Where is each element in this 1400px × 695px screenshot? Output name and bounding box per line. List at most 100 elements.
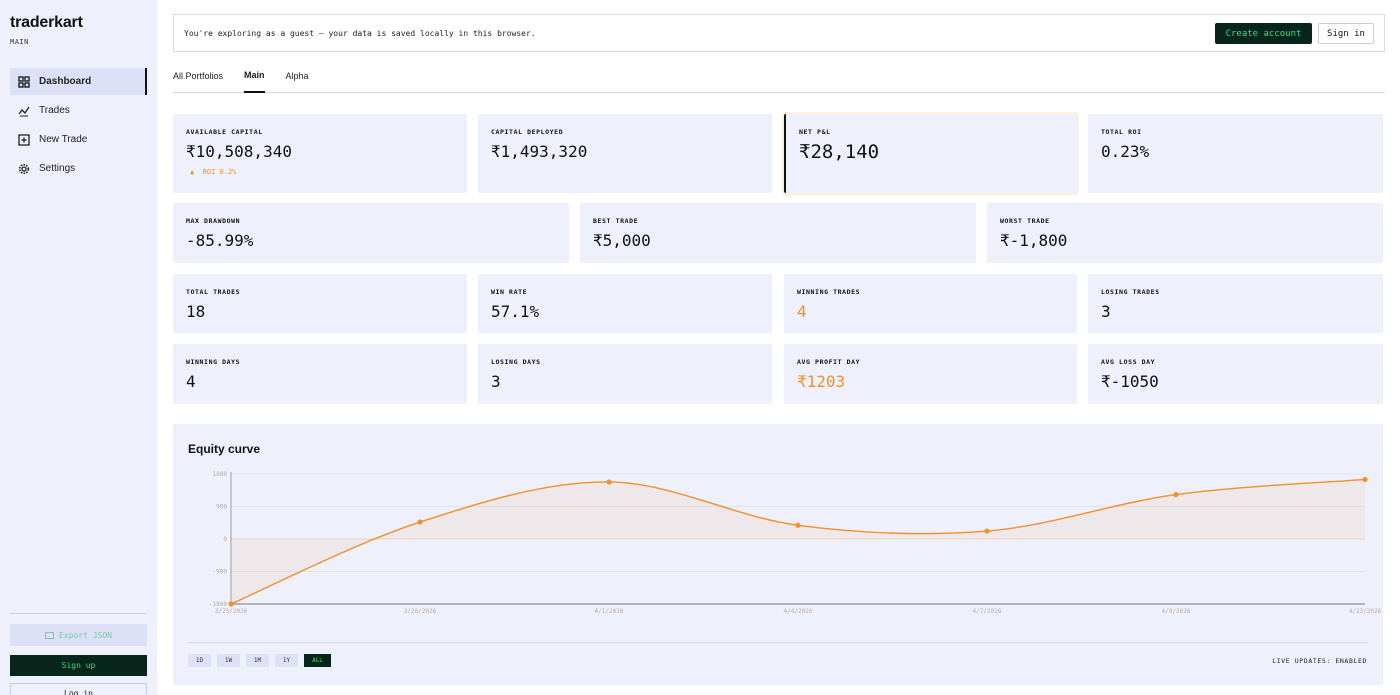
gear-icon [18,163,30,175]
sidebar-item-label: Settings [39,163,76,174]
equity-point [984,528,990,534]
equity-area [231,479,1365,604]
range-button-all[interactable]: ALL [304,654,331,667]
guest-banner: You're exploring as a guest — your data … [173,14,1385,52]
sign-up-button[interactable]: Sign up [10,655,147,676]
stat-card-winning-trades: WINNING TRADES 4 [784,274,1077,333]
stat-card-total-roi: TOTAL ROI 0.23% [1088,114,1383,193]
stat-card-net-pnl: NET P&L ₹28,140 [784,114,1077,193]
trend-icon [18,105,30,117]
sidebar-item-new-trade[interactable]: New Trade [10,126,147,153]
stat-card-losing-days: LOSING DAYS 3 [478,344,772,404]
sidebar-item-label: Trades [39,105,70,116]
live-updates-status: LIVE UPDATES: ENABLED [1272,657,1367,665]
tab-alpha[interactable]: Alpha [285,70,309,81]
stat-value: 3 [491,372,501,391]
stat-value: ₹1,493,320 [491,142,588,161]
stat-label: AVG PROFIT DAY [797,358,861,366]
stat-label: WINNING DAYS [186,358,241,366]
roi-text: ROI 0.2% [202,168,237,176]
stat-label: TOTAL ROI [1101,128,1142,136]
tab-main[interactable]: Main [244,64,265,93]
equity-point [1362,476,1368,483]
stat-value: 0.23% [1101,142,1150,161]
stat-card-available-capital: AVAILABLE CAPITAL ₹10,508,340 ▲ ROI 0.2% [173,114,467,193]
stat-label: LOSING TRADES [1101,288,1160,296]
sidebar-item-settings[interactable]: Settings [10,155,147,182]
equity-point [795,522,801,528]
portfolio-tabs: All Portfolios Main Alpha [173,64,1385,93]
stat-label: AVAILABLE CAPITAL [186,128,263,136]
stat-card-total-trades: TOTAL TRADES 18 [173,274,467,333]
export-json-label: Export JSON [59,630,112,640]
stat-value: -85.99% [186,231,254,250]
chart-divider [188,642,1368,643]
sidebar: traderkart MAIN Dashboard Trades New Tra… [0,0,157,695]
export-icon [45,631,54,639]
export-json-button[interactable]: Export JSON [10,624,147,646]
sidebar-item-trades[interactable]: Trades [10,97,147,124]
stat-card-best-trade: BEST TRADE ₹5,000 [580,203,976,263]
stat-value: ₹28,140 [799,141,880,163]
stat-label: MAX DRAWDOWN [186,217,241,225]
log-in-button[interactable]: Log in [10,683,147,695]
stat-label: LOSING DAYS [491,358,541,366]
stat-value: ₹10,508,340 [186,142,292,161]
sidebar-divider [10,613,147,614]
equity-curve-panel: Equity curve 1800 900 0 -900 -1800 3/25/2026 3… [173,424,1383,685]
stat-card-worst-trade: WORST TRADE ₹-1,800 [987,203,1383,263]
stat-card-winning-days: WINNING DAYS 4 [173,344,467,404]
x-tick-label: 4/13/2026 [1349,608,1382,615]
range-button-1w[interactable]: 1W [217,654,240,667]
y-tick-label: -1800 [209,601,227,608]
arrow-up-icon: ▲ [190,168,195,176]
y-tick-label: 900 [216,504,227,511]
stat-label: AVG LOSS DAY [1101,358,1156,366]
x-tick-label: 4/7/2026 [973,608,1002,615]
stat-value: ₹-1050 [1101,372,1159,391]
stat-card-capital-deployed: CAPITAL DEPLOYED ₹1,493,320 [478,114,772,193]
stat-value: 18 [186,302,206,321]
stat-value: 57.1% [491,302,540,321]
stat-label: BEST TRADE [593,217,639,225]
stat-label: WORST TRADE [1000,217,1050,225]
stat-label: TOTAL TRADES [186,288,241,296]
range-selector: 1D 1W 1M 1Y ALL [188,654,331,667]
stat-card-avg-loss-day: AVG LOSS DAY ₹-1050 [1088,344,1383,404]
portfolio-name: MAIN [10,38,29,46]
y-tick-label: -900 [213,569,228,576]
guest-banner-text: You're exploring as a guest — your data … [184,28,536,38]
stat-label: WIN RATE [491,288,528,296]
stat-value: ₹-1,800 [1000,231,1068,250]
sidebar-nav: Dashboard Trades New Trade Settings [10,68,147,184]
sign-in-button[interactable]: Sign in [1318,23,1374,44]
tab-all-portfolios[interactable]: All Portfolios [173,70,224,81]
range-button-1d[interactable]: 1D [188,654,211,667]
x-tick-label: 4/1/2026 [595,608,624,615]
sidebar-item-label: New Trade [39,134,88,145]
stat-value: ₹5,000 [593,231,651,250]
x-tick-label: 4/4/2026 [784,608,813,615]
stat-value: ₹1203 [797,372,846,391]
grid-icon [18,75,30,88]
stat-value: 4 [797,302,807,321]
roi-indicator: ▲ ROI 0.2% [190,168,236,176]
range-button-1y[interactable]: 1Y [275,654,298,667]
stat-label: CAPITAL DEPLOYED [491,128,564,136]
sidebar-item-label: Dashboard [39,76,92,87]
equity-curve-title: Equity curve [188,442,261,456]
stat-label: NET P&L [799,128,831,136]
create-account-button[interactable]: Create account [1215,23,1312,44]
equity-point [606,479,612,485]
equity-point [1173,491,1179,498]
brand-logo[interactable]: traderkart [10,14,83,31]
stat-card-win-rate: WIN RATE 57.1% [478,274,772,333]
y-tick-label: 1800 [213,471,228,478]
equity-point [228,601,234,607]
stat-value: 3 [1101,302,1111,321]
sidebar-item-dashboard[interactable]: Dashboard [10,68,147,95]
stat-card-max-drawdown: MAX DRAWDOWN -85.99% [173,203,569,263]
range-button-1m[interactable]: 1M [246,654,269,667]
stat-label: WINNING TRADES [797,288,861,296]
